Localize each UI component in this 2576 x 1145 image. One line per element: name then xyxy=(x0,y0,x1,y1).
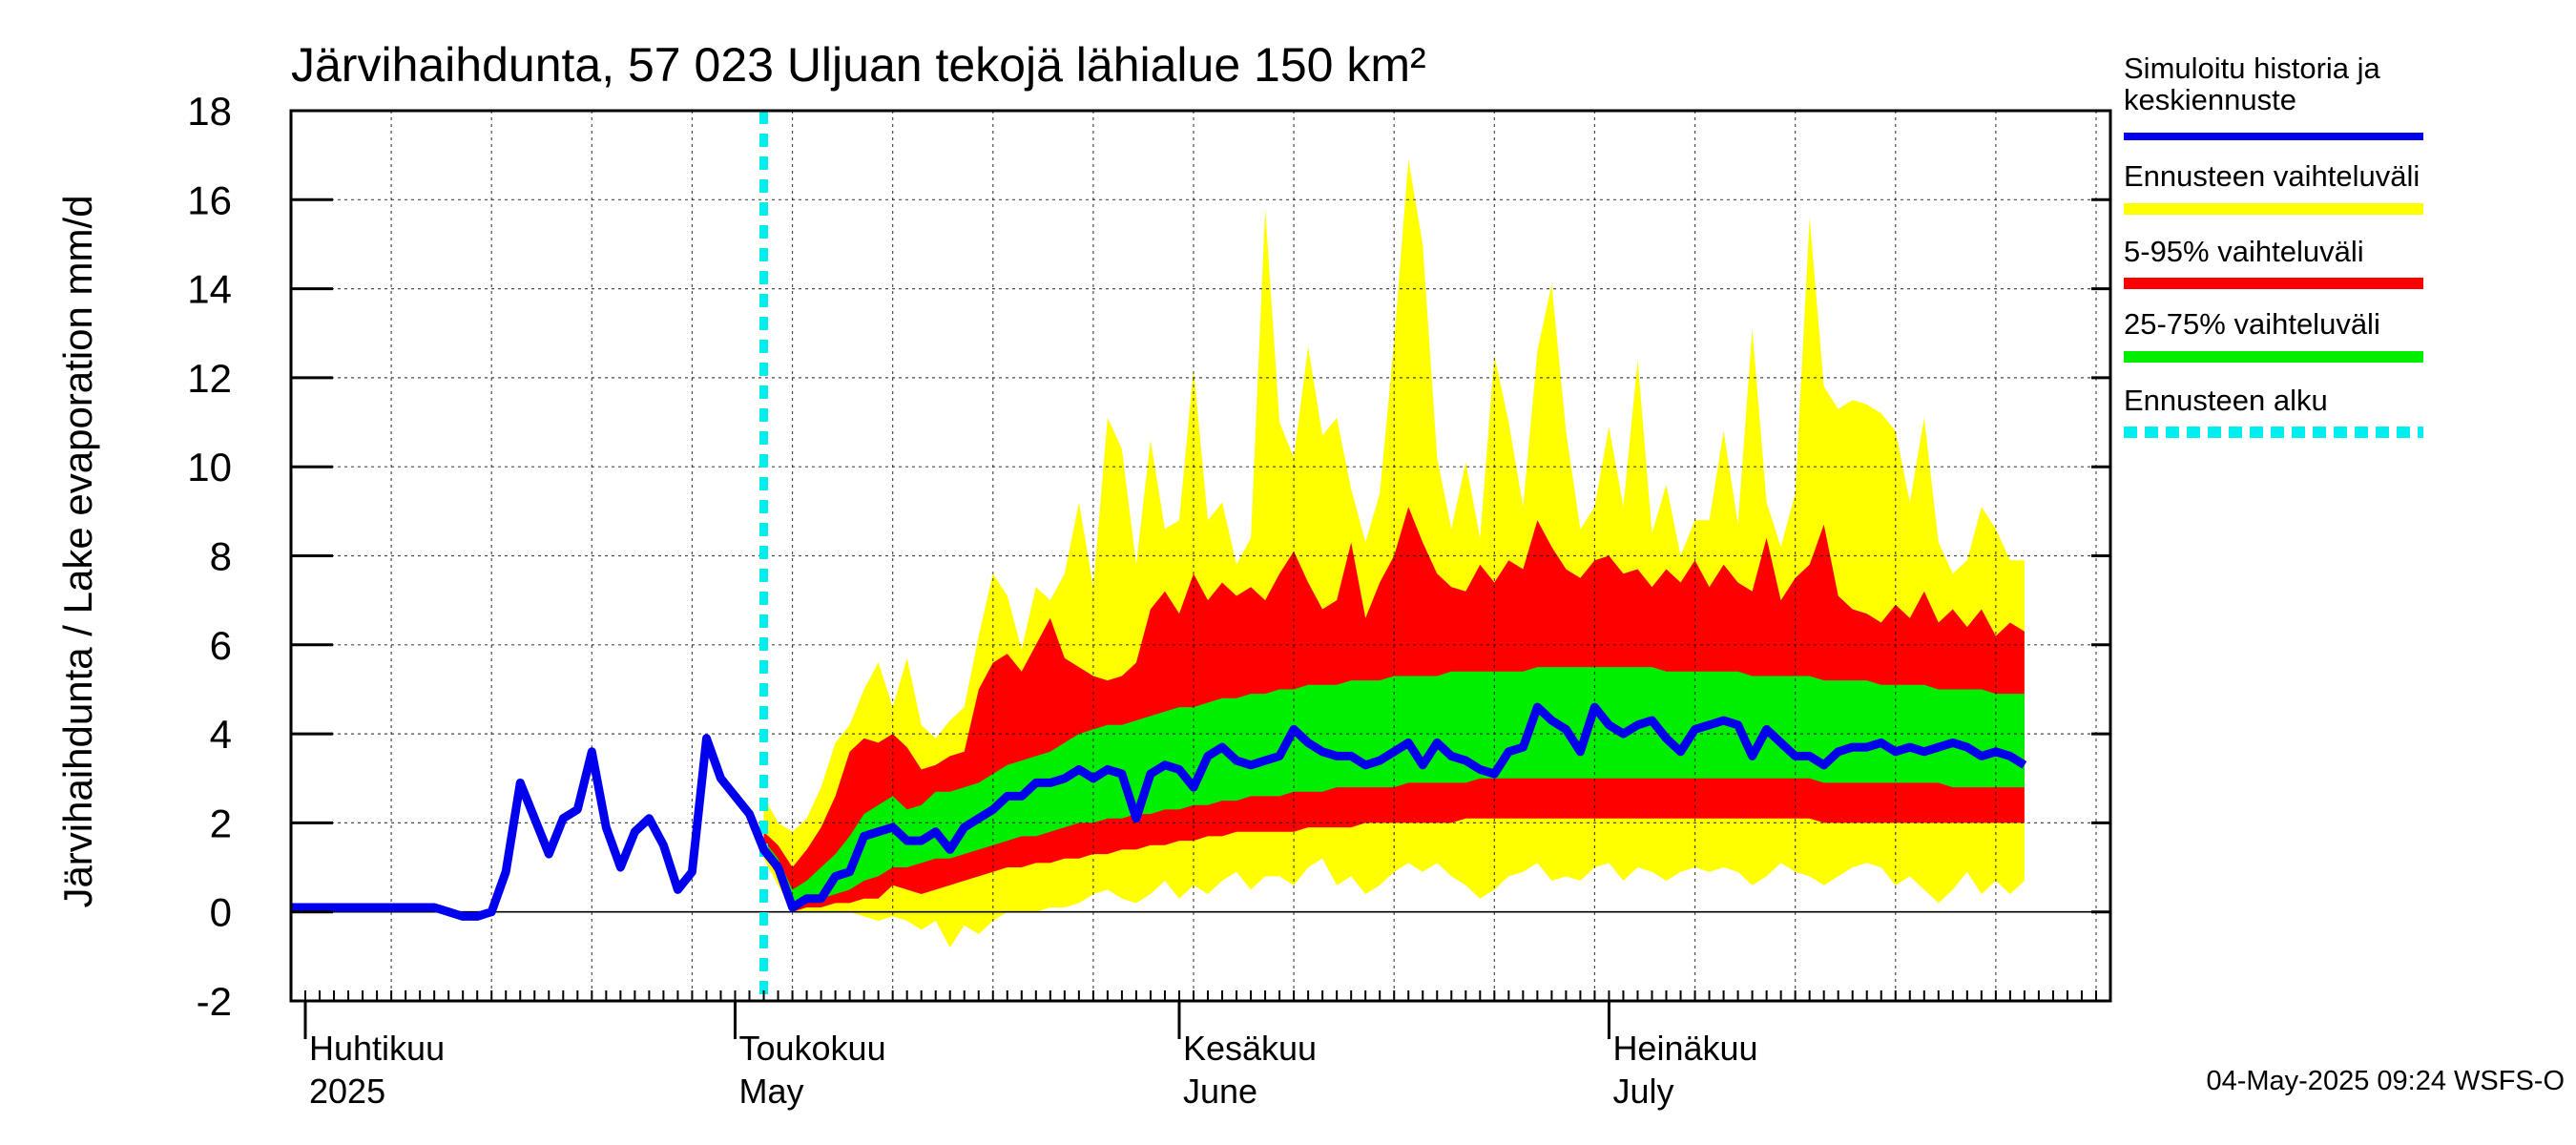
y-tick-label: 16 xyxy=(187,177,232,222)
legend-label: Simuloitu historia ja xyxy=(2124,52,2381,85)
timestamp-footer: 04-May-2025 09:24 WSFS-O xyxy=(2206,1066,2565,1096)
y-axis-label: Järvihaihdunta / Lake evaporation mm/d xyxy=(55,195,100,907)
y-tick-label: 0 xyxy=(210,890,232,935)
x-month-label-fi: Toukokuu xyxy=(738,1029,885,1068)
legend-label: 5-95% vaihteluväli xyxy=(2124,235,2364,268)
legend-item: 25-75% vaihteluväli xyxy=(2124,307,2423,363)
y-tick-label: 4 xyxy=(210,712,232,757)
x-month-label-fi: Heinäkuu xyxy=(1612,1029,1757,1068)
x-month-label-fi: Huhtikuu xyxy=(309,1029,445,1068)
y-tick-label: 18 xyxy=(187,89,232,134)
plot-area: -2 0 2 4 6 8 10 12 14 16 18 Huhtikuu 2025 Toukokuu May… xyxy=(187,89,2112,1111)
x-month-label-en: July xyxy=(1612,1072,1673,1111)
legend-label: 25-75% vaihteluväli xyxy=(2124,307,2380,341)
x-month-label-en: 2025 xyxy=(309,1072,385,1111)
legend-item: Ennusteen vaihteluväli xyxy=(2124,159,2423,215)
x-month-label-en: June xyxy=(1183,1072,1257,1111)
legend-item: Ennusteen alku xyxy=(2124,384,2423,438)
y-tick-label: 14 xyxy=(187,267,232,312)
y-tick-label: 6 xyxy=(210,623,232,668)
y-tick-label: 2 xyxy=(210,801,232,845)
legend-label: keskiennuste xyxy=(2124,83,2296,116)
chart-title: Järvihaihdunta, 57 023 Uljuan tekojä läh… xyxy=(291,38,1426,92)
y-tick-label: -2 xyxy=(197,979,232,1024)
legend-label: Ennusteen alku xyxy=(2124,384,2328,417)
x-month-label-fi: Kesäkuu xyxy=(1183,1029,1317,1068)
legend-label: Ennusteen vaihteluväli xyxy=(2124,159,2420,193)
series-line xyxy=(291,702,2027,921)
y-tick-label: 8 xyxy=(210,534,232,579)
legend-item: 5-95% vaihteluväli xyxy=(2124,235,2423,289)
y-tick-label: 10 xyxy=(187,445,232,489)
x-month-label-en: May xyxy=(738,1072,803,1111)
y-tick-label: 12 xyxy=(187,356,232,401)
